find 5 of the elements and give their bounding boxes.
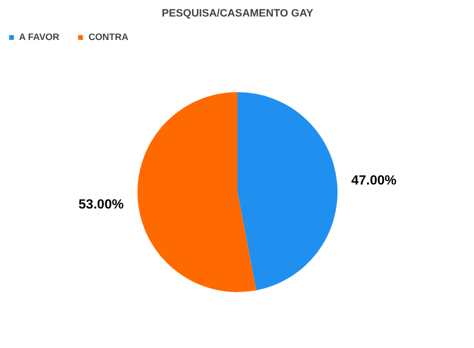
chart-title: PESQUISA/CASAMENTO GAY [162,8,314,20]
data-label: 47.00% [351,172,397,188]
legend-label: CONTRA [88,32,128,42]
legend-label: A FAVOR [19,32,60,42]
data-label: 53.00% [78,196,124,212]
